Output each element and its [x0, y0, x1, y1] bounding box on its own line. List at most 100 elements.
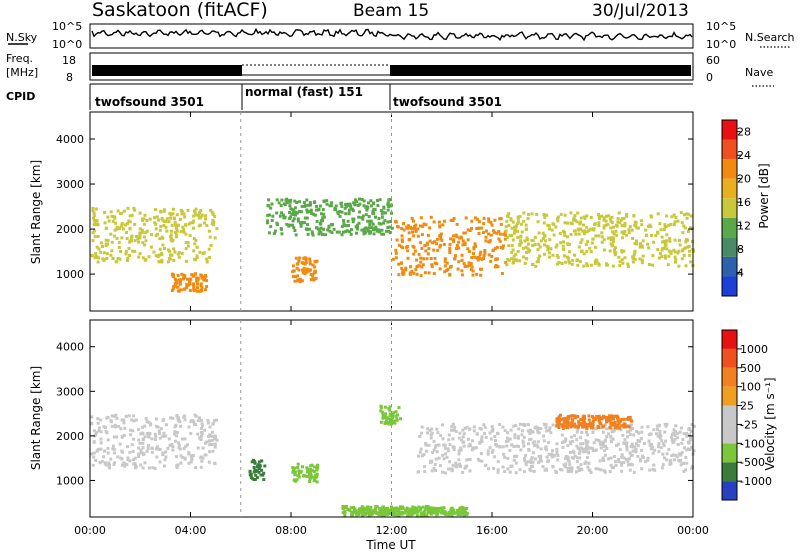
- echo-cell: [127, 246, 131, 250]
- echo-cell: [343, 206, 347, 210]
- echo-cell: [497, 237, 501, 241]
- echo-cell: [522, 435, 526, 439]
- echo-cell: [168, 443, 172, 447]
- echo-cell: [394, 220, 398, 224]
- echo-cell: [690, 466, 694, 470]
- echo-cell: [410, 269, 414, 273]
- echo-cell: [311, 469, 314, 473]
- echo-cell: [138, 227, 142, 231]
- echo-cell: [137, 428, 141, 431]
- echo-cell: [284, 198, 288, 202]
- echo-cell: [186, 443, 189, 447]
- echo-cell: [204, 274, 208, 277]
- echo-cell: [187, 452, 191, 456]
- echo-cell: [422, 257, 426, 261]
- echo-cell: [464, 510, 467, 514]
- echo-cell: [166, 446, 170, 450]
- echo-cell: [175, 466, 179, 470]
- echo-cell: [559, 413, 562, 417]
- echo-cell: [440, 506, 444, 510]
- echo-cell: [564, 420, 568, 424]
- echo-cell: [472, 446, 476, 450]
- echo-cell: [516, 236, 520, 239]
- echo-cell: [454, 465, 458, 469]
- echo-cell: [498, 423, 502, 427]
- echo-cell: [462, 506, 466, 510]
- echo-cell: [141, 256, 145, 260]
- echo-cell: [411, 227, 415, 231]
- echo-cell: [128, 239, 132, 243]
- echo-cell: [683, 226, 687, 230]
- echo-cell: [618, 420, 622, 424]
- echo-cell: [619, 428, 623, 432]
- echo-cell: [688, 438, 692, 442]
- echo-cell: [572, 451, 576, 455]
- echo-cell: [162, 434, 166, 438]
- echo-cell: [479, 250, 483, 254]
- echo-cell: [611, 421, 615, 425]
- echo-cell: [545, 244, 549, 248]
- echo-cell: [360, 506, 363, 510]
- echo-cell: [152, 250, 156, 254]
- echo-cell: [606, 236, 610, 240]
- echo-cell: [308, 470, 312, 474]
- echo-cell: [400, 238, 404, 242]
- echo-cell: [689, 226, 692, 230]
- echo-cell: [280, 232, 284, 236]
- echo-cell: [436, 237, 440, 241]
- colorbar-segment: [722, 424, 737, 444]
- echo-cell: [690, 446, 693, 449]
- echo-cell: [555, 424, 559, 428]
- echo-cell: [386, 508, 390, 512]
- echo-cell: [396, 413, 399, 417]
- echo-cell: [480, 226, 484, 230]
- echo-cell: [291, 275, 295, 279]
- echo-cell: [429, 436, 433, 440]
- echo-cell: [106, 215, 110, 219]
- echo-cell: [557, 260, 561, 264]
- echo-cell: [175, 455, 178, 459]
- echo-cell: [141, 432, 145, 436]
- echo-cell: [313, 265, 317, 269]
- echo-cell: [125, 463, 129, 467]
- echo-cell: [620, 424, 624, 428]
- echo-cell: [382, 513, 386, 517]
- echo-cell: [191, 274, 195, 278]
- echo-cell: [597, 224, 601, 227]
- echo-cell: [271, 214, 275, 218]
- echo-cell: [505, 219, 509, 223]
- echo-cell: [378, 198, 382, 202]
- echo-cell: [167, 220, 171, 224]
- echo-cell: [95, 431, 98, 435]
- station-title: Saskatoon (fitACF): [92, 0, 268, 21]
- echo-cell: [547, 441, 550, 445]
- echo-cell: [269, 225, 273, 229]
- echo-cell: [315, 472, 319, 476]
- echo-cell: [412, 252, 416, 256]
- echo-cell: [461, 239, 465, 243]
- echo-cell: [618, 264, 622, 268]
- echo-cell: [489, 220, 493, 224]
- echo-cell: [536, 430, 540, 434]
- echo-cell: [514, 471, 518, 475]
- echo-cell: [539, 427, 543, 430]
- echo-cell: [426, 252, 430, 256]
- echo-cell: [275, 211, 279, 215]
- echo-cell: [463, 265, 467, 268]
- echo-cell: [95, 245, 99, 249]
- echo-cell: [678, 430, 682, 434]
- echo-cell: [584, 243, 588, 247]
- echo-cell: [612, 240, 616, 244]
- echo-cell: [570, 422, 574, 426]
- echo-cell: [468, 264, 472, 268]
- echo-cell: [124, 414, 128, 418]
- echo-cell: [438, 267, 442, 271]
- echo-cell: [616, 442, 620, 446]
- echo-cell: [144, 417, 148, 421]
- echo-cell: [193, 257, 197, 261]
- echo-cell: [199, 208, 203, 212]
- echo-cell: [633, 445, 637, 449]
- echo-cell: [205, 257, 209, 261]
- echo-cell: [537, 242, 541, 246]
- echo-cell: [415, 510, 419, 514]
